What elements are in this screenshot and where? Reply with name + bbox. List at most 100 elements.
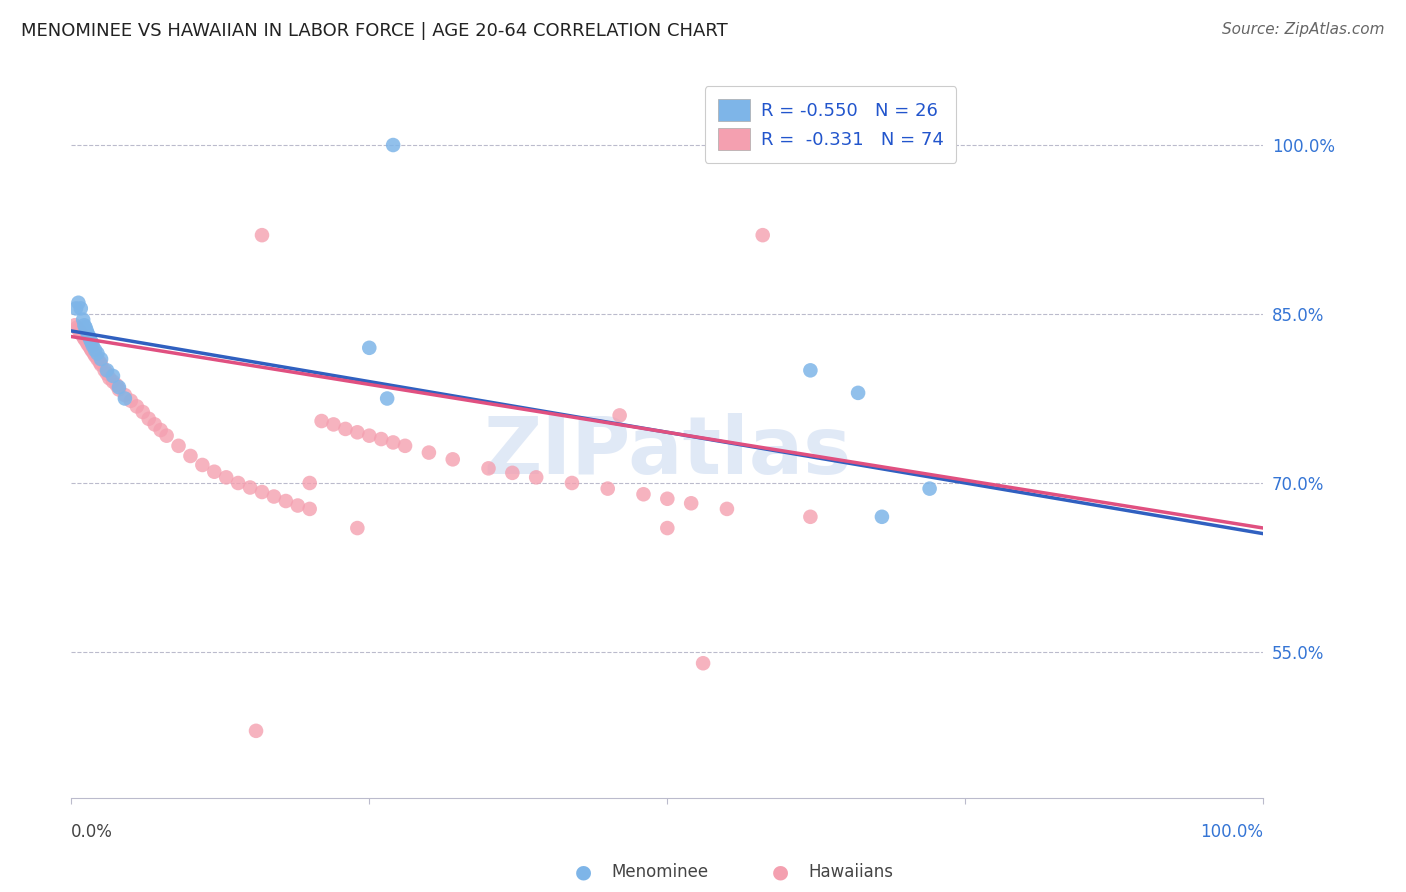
Point bbox=[86, 352, 108, 367]
Point bbox=[108, 380, 131, 394]
Point bbox=[89, 355, 111, 369]
Text: Menominee: Menominee bbox=[612, 863, 709, 881]
Point bbox=[370, 432, 392, 446]
Point bbox=[69, 301, 91, 316]
Point bbox=[70, 327, 93, 342]
Point bbox=[375, 392, 398, 406]
Point bbox=[751, 228, 773, 243]
Point bbox=[633, 487, 655, 501]
Point bbox=[77, 338, 100, 352]
Point bbox=[799, 509, 821, 524]
Point bbox=[524, 470, 547, 484]
Point bbox=[108, 383, 131, 397]
Point bbox=[125, 400, 148, 414]
Point bbox=[657, 491, 679, 506]
Point bbox=[609, 409, 631, 423]
Point bbox=[716, 502, 738, 516]
Text: 100.0%: 100.0% bbox=[1201, 823, 1264, 841]
Point bbox=[79, 341, 101, 355]
Point bbox=[114, 392, 136, 406]
Point bbox=[76, 324, 98, 338]
Point bbox=[105, 378, 128, 392]
Point bbox=[657, 521, 679, 535]
Point bbox=[69, 324, 91, 338]
Point bbox=[65, 301, 87, 316]
Point bbox=[202, 465, 225, 479]
Point bbox=[167, 439, 190, 453]
Point bbox=[250, 228, 273, 243]
Point bbox=[692, 657, 714, 671]
Point bbox=[96, 367, 118, 381]
Point bbox=[681, 496, 703, 510]
Text: ZIPatlas: ZIPatlas bbox=[484, 413, 852, 491]
Point bbox=[918, 482, 941, 496]
Point bbox=[90, 358, 112, 372]
Text: Source: ZipAtlas.com: Source: ZipAtlas.com bbox=[1222, 22, 1385, 37]
Point bbox=[359, 428, 381, 442]
Point bbox=[98, 371, 121, 385]
Point bbox=[191, 458, 214, 472]
Point bbox=[477, 461, 499, 475]
Point bbox=[77, 329, 100, 343]
Point bbox=[322, 417, 344, 432]
Text: Hawaiians: Hawaiians bbox=[808, 863, 893, 881]
Point bbox=[90, 352, 112, 367]
Point bbox=[596, 482, 619, 496]
Point bbox=[69, 326, 91, 341]
Point bbox=[82, 338, 104, 352]
Point bbox=[101, 368, 124, 383]
Point bbox=[77, 337, 100, 351]
Point bbox=[72, 312, 94, 326]
Point bbox=[75, 320, 97, 334]
Point bbox=[418, 445, 440, 459]
Point bbox=[84, 349, 107, 363]
Point bbox=[82, 344, 104, 359]
Point bbox=[96, 363, 118, 377]
Point bbox=[83, 346, 105, 360]
Point bbox=[250, 485, 273, 500]
Point bbox=[84, 343, 107, 357]
Point bbox=[77, 327, 100, 342]
Point bbox=[156, 428, 179, 442]
Point bbox=[382, 138, 405, 153]
Point bbox=[382, 435, 405, 450]
Point bbox=[80, 343, 103, 357]
Point bbox=[72, 329, 94, 343]
Point bbox=[66, 320, 89, 334]
Point bbox=[501, 466, 523, 480]
Point bbox=[263, 490, 285, 504]
Point bbox=[561, 475, 583, 490]
Text: ●: ● bbox=[575, 863, 592, 882]
Point bbox=[73, 318, 96, 333]
Point bbox=[67, 295, 90, 310]
Point bbox=[179, 449, 201, 463]
Point bbox=[394, 439, 416, 453]
Point bbox=[870, 509, 893, 524]
Point bbox=[67, 323, 90, 337]
Point bbox=[73, 332, 96, 346]
Point bbox=[138, 411, 160, 425]
Point bbox=[298, 502, 321, 516]
Point bbox=[239, 481, 262, 495]
Point bbox=[76, 335, 98, 350]
Point bbox=[245, 723, 267, 738]
Legend: R = -0.550   N = 26, R =  -0.331   N = 74: R = -0.550 N = 26, R = -0.331 N = 74 bbox=[704, 87, 956, 163]
Point bbox=[101, 375, 124, 389]
Point bbox=[287, 499, 309, 513]
Point bbox=[114, 388, 136, 402]
Point bbox=[132, 405, 155, 419]
Point bbox=[75, 333, 97, 347]
Point bbox=[298, 475, 321, 490]
Point bbox=[274, 494, 297, 508]
Point bbox=[80, 335, 103, 350]
Point bbox=[846, 385, 869, 400]
Point bbox=[149, 423, 172, 437]
Text: ●: ● bbox=[772, 863, 789, 882]
Point bbox=[93, 363, 115, 377]
Point bbox=[120, 393, 142, 408]
Point bbox=[215, 470, 238, 484]
Point bbox=[79, 333, 101, 347]
Point bbox=[63, 318, 86, 333]
Text: 0.0%: 0.0% bbox=[72, 823, 112, 841]
Point bbox=[799, 363, 821, 377]
